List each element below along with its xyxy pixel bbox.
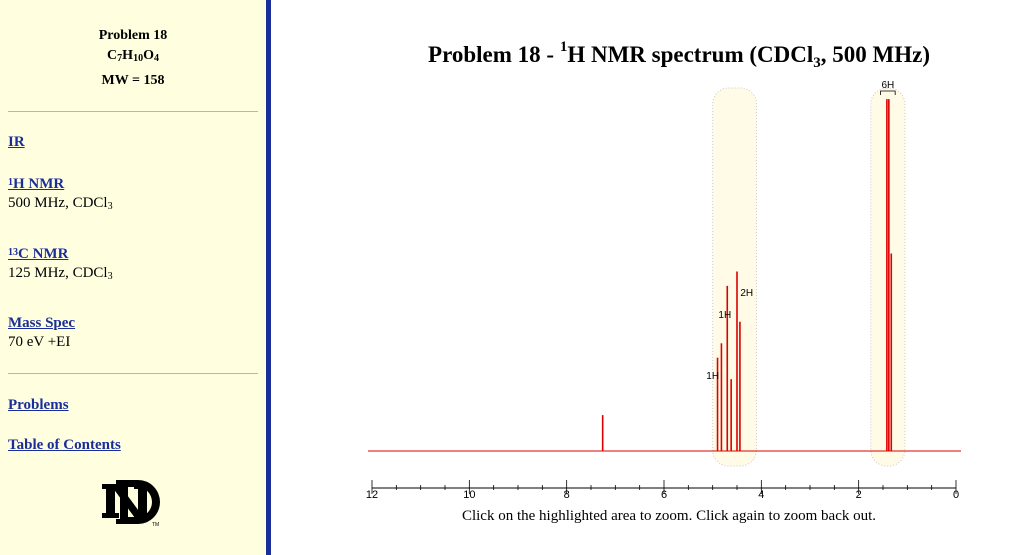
zoom-region[interactable] [870, 87, 906, 467]
integration-label: 6H [881, 80, 894, 91]
nav-toc: Table of Contents [8, 436, 121, 455]
problems-link[interactable]: Problems [8, 397, 69, 413]
molecular-weight: MW = 158 [101, 73, 165, 88]
integration-label: 1H [706, 371, 719, 382]
x-tick-label: 10 [463, 489, 475, 500]
cnmr-link[interactable]: 13C NMR [8, 246, 69, 262]
divider [8, 373, 258, 374]
cnmr-conditions: 125 MHz, CDCl3 [8, 265, 113, 282]
zoom-instructions: Click on the highlighted area to zoom. C… [461, 508, 877, 524]
x-tick-label: 2 [856, 489, 862, 500]
nav-hnmr: 1H NMR 500 MHz, CDCl3 [8, 175, 113, 213]
sidebar-border [266, 0, 271, 555]
x-tick-label: 0 [953, 489, 959, 500]
mass-conditions: 70 eV +EI [8, 334, 71, 350]
integration-label: 2H [740, 288, 753, 299]
mass-spec-link[interactable]: Mass Spec [8, 315, 76, 331]
x-tick-label: 6 [661, 489, 667, 500]
integration-bracket [880, 90, 896, 95]
x-tick-label: 12 [366, 489, 378, 500]
molecular-formula: C7H10O4 [107, 48, 159, 64]
nav-cnmr: 13C NMR 125 MHz, CDCl3 [8, 245, 113, 283]
logo-trademark: TM [152, 522, 159, 528]
integration-label: 1H [718, 310, 731, 321]
zoom-region[interactable] [712, 87, 757, 467]
hnmr-conditions: 500 MHz, CDCl3 [8, 195, 113, 212]
x-tick-label: 4 [758, 489, 764, 500]
notre-dame-logo: TM [102, 480, 160, 528]
nav-mass: Mass Spec 70 eV +EI [8, 314, 75, 352]
sidebar: Problem 18 C7H10O4 MW = 158 IR 1H NMR 50… [0, 0, 266, 555]
problem-title: Problem 18 [98, 28, 168, 43]
nmr-spectrum: 1H 1H 2H 6H 12 10 8 6 4 2 0 [366, 80, 961, 500]
nav-ir: IR [8, 133, 25, 152]
hnmr-link[interactable]: 1H NMR [8, 176, 65, 192]
divider [8, 111, 258, 112]
table-of-contents-link[interactable]: Table of Contents [8, 437, 121, 453]
ir-link[interactable]: IR [8, 134, 25, 150]
x-tick-label: 8 [564, 489, 570, 500]
page-title: Problem 18 - 1H NMR spectrum (CDCl3, 500… [428, 39, 930, 71]
nav-problems: Problems [8, 396, 69, 415]
